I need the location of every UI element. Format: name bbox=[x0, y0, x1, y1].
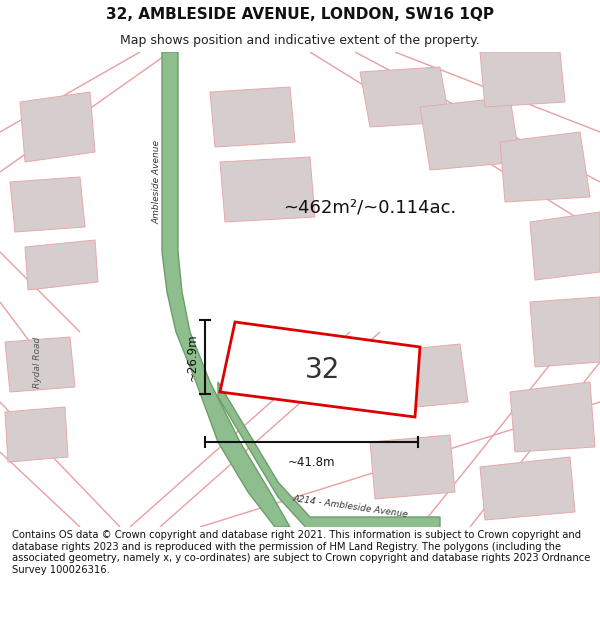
Text: ~26.9m: ~26.9m bbox=[186, 333, 199, 381]
Text: ~41.8m: ~41.8m bbox=[288, 456, 335, 469]
Text: Contains OS data © Crown copyright and database right 2021. This information is : Contains OS data © Crown copyright and d… bbox=[12, 530, 590, 575]
Polygon shape bbox=[370, 435, 455, 499]
Text: A214 - Ambleside Avenue: A214 - Ambleside Avenue bbox=[292, 494, 408, 519]
Polygon shape bbox=[530, 212, 600, 280]
Polygon shape bbox=[360, 67, 450, 127]
Polygon shape bbox=[25, 240, 98, 290]
Text: Map shows position and indicative extent of the property.: Map shows position and indicative extent… bbox=[120, 34, 480, 47]
Polygon shape bbox=[162, 52, 290, 527]
Polygon shape bbox=[5, 407, 68, 462]
Text: Ambleside Avenue: Ambleside Avenue bbox=[152, 140, 161, 224]
Polygon shape bbox=[480, 457, 575, 520]
Polygon shape bbox=[220, 322, 420, 417]
Polygon shape bbox=[510, 382, 595, 452]
Text: Rydal Road: Rydal Road bbox=[34, 336, 43, 388]
Polygon shape bbox=[420, 97, 520, 170]
Polygon shape bbox=[480, 52, 565, 107]
Text: 32: 32 bbox=[305, 356, 340, 384]
Polygon shape bbox=[210, 87, 295, 147]
Text: 32, AMBLESIDE AVENUE, LONDON, SW16 1QP: 32, AMBLESIDE AVENUE, LONDON, SW16 1QP bbox=[106, 7, 494, 22]
Polygon shape bbox=[5, 337, 75, 392]
Polygon shape bbox=[220, 157, 315, 222]
Polygon shape bbox=[10, 177, 85, 232]
Text: ~462m²/~0.114ac.: ~462m²/~0.114ac. bbox=[283, 198, 457, 216]
Polygon shape bbox=[218, 382, 440, 532]
Polygon shape bbox=[20, 92, 95, 162]
Polygon shape bbox=[380, 344, 468, 410]
Polygon shape bbox=[500, 132, 590, 202]
Polygon shape bbox=[530, 297, 600, 367]
